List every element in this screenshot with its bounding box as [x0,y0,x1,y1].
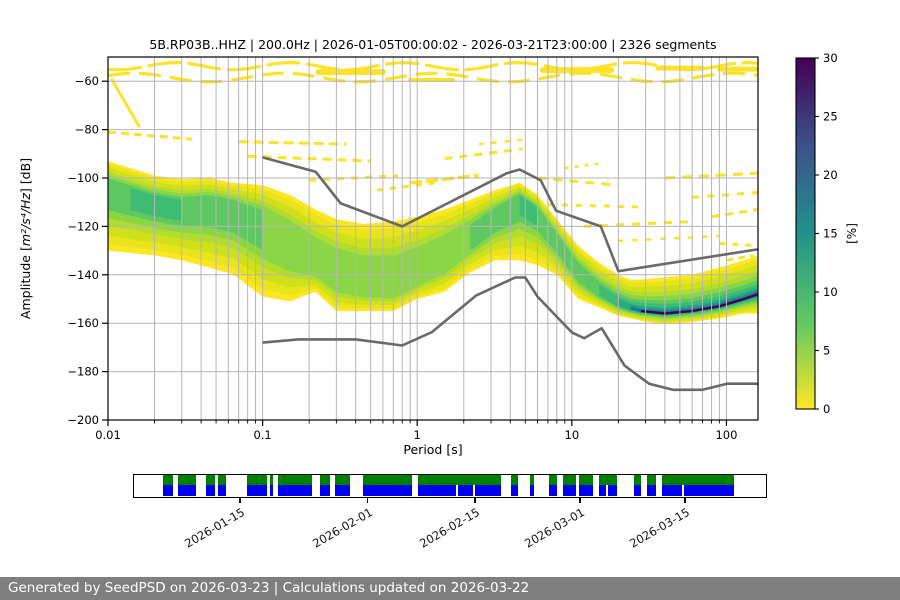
coverage-date-tick [366,498,369,503]
coverage-segment-blue [529,485,534,496]
coverage-segment-blue [218,485,227,496]
coverage-segment-blue [162,485,173,496]
coverage-segment-green [247,475,268,485]
coverage-segment-blue [647,485,656,496]
y-tick-label: −100 [67,171,99,185]
y-tick-label: −60 [75,74,99,88]
coverage-segment-blue [579,485,593,496]
coverage-date-tick [579,498,581,503]
colorbar-tick-label: 10 [823,285,838,299]
coverage-segment-blue [598,485,618,496]
coverage-segment-blue [177,485,197,496]
ppsd-density [108,161,758,325]
plot-title: 5B.RP03B..HHZ | 200.0Hz | 2026-01-05T00:… [149,37,717,52]
coverage-segment-green [579,475,593,485]
coverage-segment-blue [363,485,412,496]
coverage-blue-gap [473,485,476,496]
colorbar-label: [%] [845,223,859,244]
nhnm-line [262,156,758,273]
coverage-segment-blue [269,485,274,496]
x-tick-label: 0.1 [253,428,271,442]
coverage-segment-green [205,475,215,485]
coverage-segment-green [335,475,351,485]
coverage-segment-blue [205,485,215,496]
coverage-timeline [133,474,767,498]
coverage-blue-gap [456,485,459,496]
colorbar-tick-label: 15 [823,227,838,241]
coverage-segment-blue [247,485,268,496]
y-tick-label: −160 [67,316,99,330]
coverage-segment-blue [335,485,351,496]
colorbar-tick-label: 25 [823,110,838,124]
plot-frame [107,56,759,421]
x-tick-label: 10 [565,428,580,442]
coverage-segment-green [549,475,558,485]
coverage-segment-green [320,475,331,485]
footer-text: Generated by SeedPSD on 2026-03-23 | Cal… [8,580,530,596]
coverage-segment-blue [418,485,502,496]
x-axis-label: Period [s] [403,442,462,457]
colorbar-tick-label: 30 [823,51,838,65]
x-tick-label: 0.01 [95,428,121,442]
coverage-segment-green [563,475,576,485]
coverage-blue-gap [605,485,608,496]
colorbar-tick-label: 20 [823,168,838,182]
coverage-segment-green [662,475,734,485]
coverage-segment-green [269,475,274,485]
coverage-segment-green [418,475,502,485]
coverage-segment-green [162,475,173,485]
coverage-date-tick [474,498,476,503]
axes: 0.01 0.1 1 10 100 −200 −180 −160 −140 −120 −100 −80… [18,74,737,457]
colorbar-tick-label: 0 [823,402,830,416]
coverage-segment-green [363,475,412,485]
colorbar: 0 5 10 15 20 25 30 [%] [795,51,859,416]
coverage-segment-blue [634,485,641,496]
coverage-date-tick [684,498,686,503]
y-tick-label: −140 [67,268,99,282]
coverage-segment-blue [511,485,518,496]
colorbar-tick-label: 5 [823,344,830,358]
nlnm-line [262,276,758,392]
coverage-date-tick [239,498,241,503]
grid [107,57,758,420]
noise-models [262,156,758,392]
high-probability-band [640,293,758,315]
coverage-segment-blue [563,485,576,496]
coverage-segment-blue [278,485,313,496]
coverage-segment-green [218,475,227,485]
coverage-segment-blue [320,485,331,496]
x-tick-label: 100 [715,428,737,442]
coverage-segment-green [177,475,197,485]
coverage-blue-gap [682,485,685,496]
y-axis-label: Amplitude [m²/s⁴/Hz] [dB] [18,158,33,319]
coverage-segment-green [511,475,518,485]
coverage-segment-blue [662,485,734,496]
y-tick-label: −180 [67,365,99,379]
x-tick-label: 1 [414,428,421,442]
coverage-segment-blue [549,485,558,496]
coverage-segment-green [598,475,618,485]
footer-bar: Generated by SeedPSD on 2026-03-23 | Cal… [0,577,900,600]
coverage-segment-green [647,475,656,485]
y-tick-label: −120 [67,219,99,233]
y-tick-label: −80 [75,123,99,137]
coverage-segment-green [529,475,534,485]
y-tick-label: −200 [67,413,99,427]
coverage-segment-green [278,475,313,485]
coverage-segment-green [634,475,641,485]
